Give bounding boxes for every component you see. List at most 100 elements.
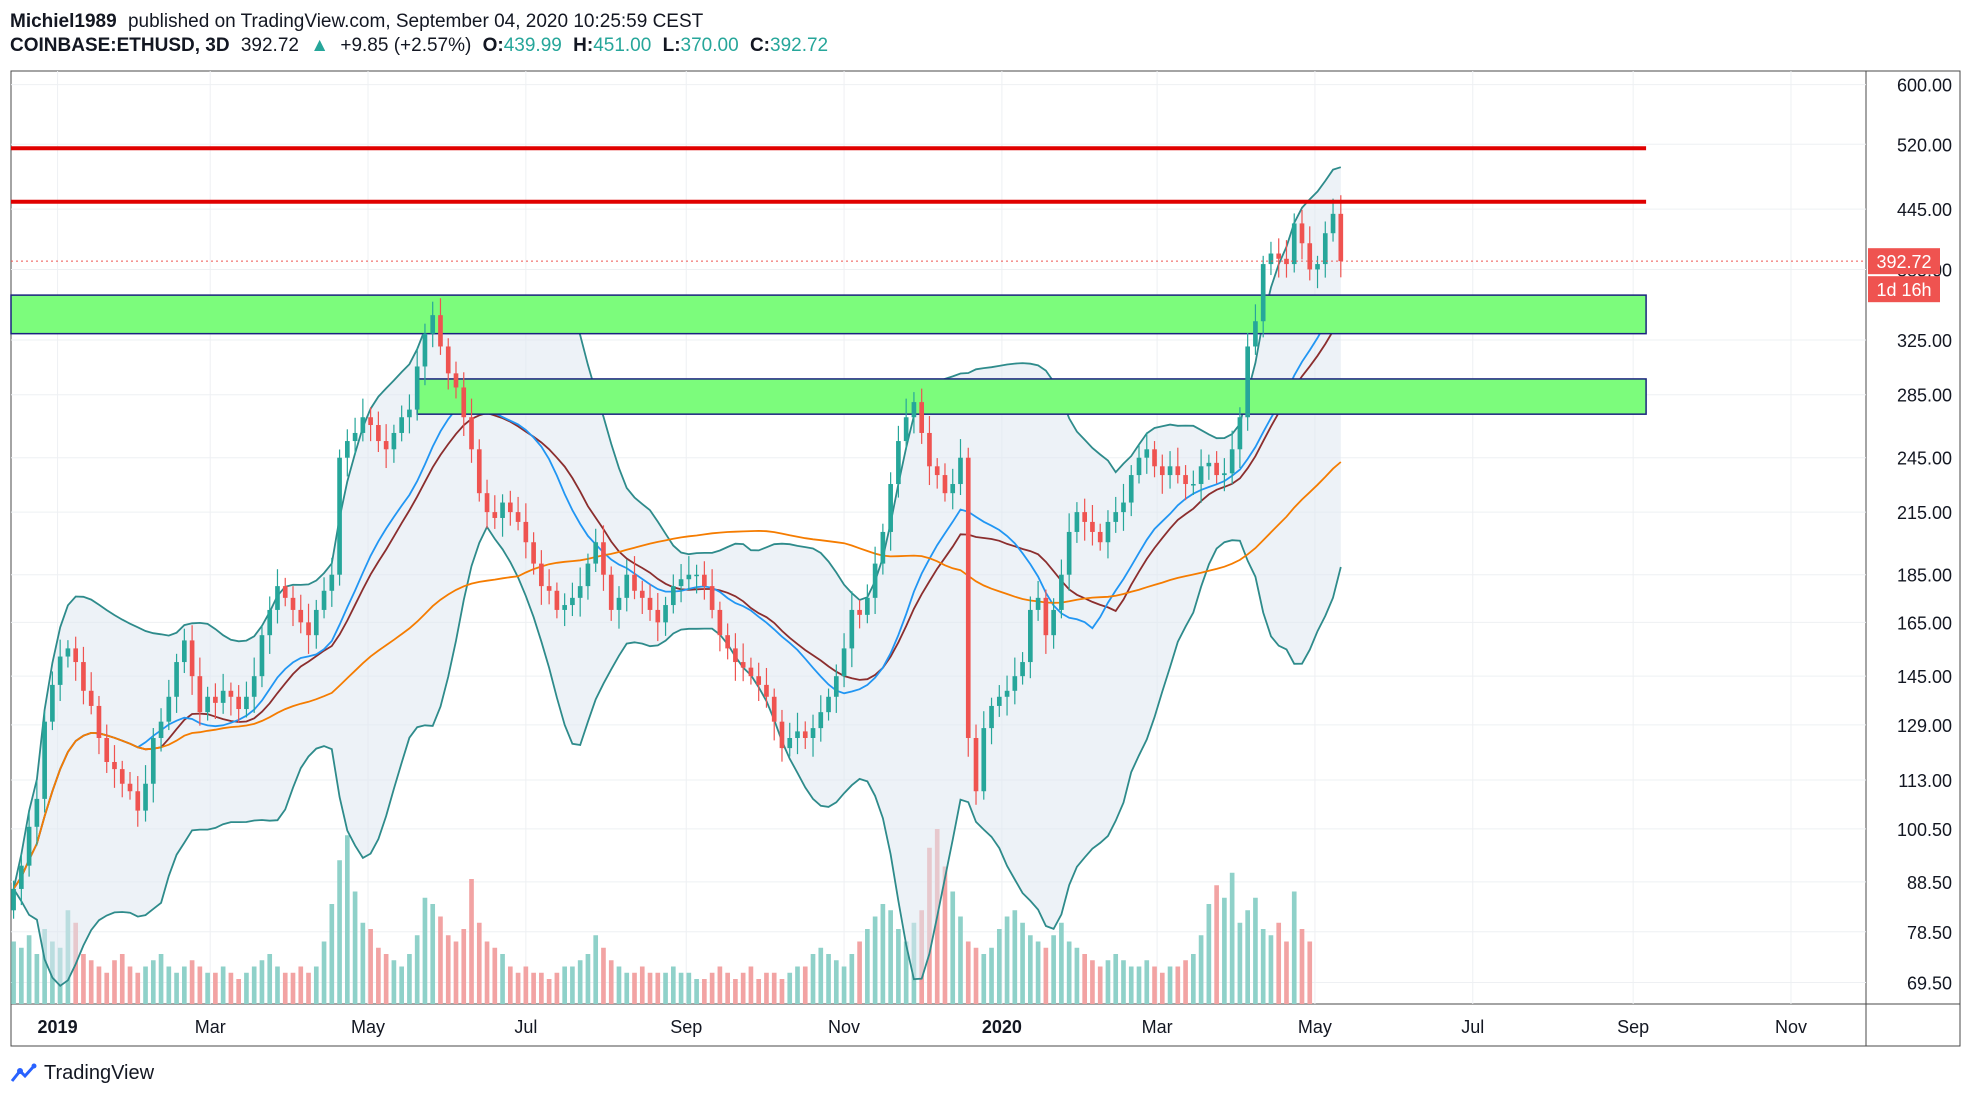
volume-bar <box>383 954 389 1004</box>
ma-50-line <box>12 298 1342 890</box>
candle-body <box>1276 253 1282 259</box>
candle-body <box>709 586 715 610</box>
volume-bar <box>1028 935 1033 1004</box>
candle-body <box>1183 475 1188 485</box>
volume-bar <box>996 929 1002 1004</box>
support-zone <box>416 378 1647 415</box>
candle-body <box>539 563 544 587</box>
volume-bar <box>523 966 529 1004</box>
candle-body <box>251 676 257 697</box>
candle-body <box>492 512 498 518</box>
volume-bar <box>865 929 870 1004</box>
volume-bar <box>205 972 210 1004</box>
volume-bar <box>1059 922 1064 1004</box>
candle-body <box>1237 417 1243 450</box>
candle-body <box>1066 531 1072 575</box>
volume-bar <box>989 947 994 1004</box>
volume-bar <box>1020 922 1025 1004</box>
volume-bar <box>1222 897 1227 1004</box>
volume-bar <box>950 891 956 1004</box>
volume-bars <box>11 829 1313 1004</box>
time-tick-label: Mar <box>195 1017 226 1037</box>
candle-body <box>942 475 948 494</box>
candle-body <box>911 402 917 418</box>
candle-body <box>445 346 451 374</box>
candle-body <box>1245 346 1250 418</box>
volume-bar <box>507 966 513 1004</box>
volume-bar <box>802 966 808 1004</box>
candle-body <box>841 648 847 677</box>
volume-bar <box>500 954 505 1004</box>
volume-bar <box>655 972 661 1004</box>
candle-body <box>189 640 195 677</box>
countdown-value: 1d 16h <box>1876 280 1931 300</box>
volume-bar <box>616 966 622 1004</box>
candle-body <box>321 590 327 610</box>
volume-bar <box>1144 960 1150 1004</box>
volume-bar <box>670 966 676 1004</box>
candle-body <box>748 667 754 677</box>
candle-body <box>562 605 567 610</box>
support-zones <box>10 294 1647 415</box>
candle-body <box>787 737 793 749</box>
candle-body <box>352 432 358 442</box>
low-value: 370.00 <box>680 35 739 56</box>
volume-bar <box>484 941 490 1004</box>
candle-body <box>577 586 583 598</box>
candle-body <box>1059 574 1064 610</box>
volume-bar <box>182 966 187 1004</box>
volume-bar <box>197 966 203 1004</box>
candle-body <box>694 574 699 577</box>
candle-body <box>213 696 218 703</box>
volume-bar <box>104 972 110 1004</box>
symbol-name[interactable]: COINBASE:ETHUSD, 3D <box>10 35 230 56</box>
volume-bar <box>1066 941 1072 1004</box>
price-tick-label: 88.50 <box>1907 873 1952 893</box>
candle-body <box>981 728 987 792</box>
time-tick-label: Jul <box>514 1017 537 1037</box>
candle-body <box>220 690 226 703</box>
candle-body <box>73 648 79 663</box>
volume-bar <box>577 960 583 1004</box>
chart-pane-border <box>10 70 1961 1047</box>
candle-body <box>810 728 816 738</box>
candle-body <box>96 705 102 738</box>
volume-bar <box>236 979 241 1004</box>
candle-body <box>546 586 552 591</box>
price-tick-label: 113.00 <box>1898 771 1952 791</box>
volume-bar <box>546 979 552 1004</box>
volume-bar <box>1214 885 1219 1004</box>
volume-bar <box>368 929 373 1004</box>
volume-bar <box>414 935 420 1004</box>
volume-bar <box>965 941 971 1004</box>
candle-body <box>1268 253 1274 265</box>
volume-bar <box>740 972 746 1004</box>
tradingview-logo-icon <box>10 1063 37 1082</box>
price-tick-label: 325.00 <box>1897 331 1952 351</box>
last-price-tag: 392.72 1d 16h <box>11 248 1940 303</box>
volume-bar <box>96 966 102 1004</box>
volume-bar <box>360 922 366 1004</box>
volume-bar <box>127 966 133 1004</box>
volume-bar <box>445 935 451 1004</box>
author-name[interactable]: Michiel1989 <box>10 11 117 32</box>
volume-bar <box>150 960 156 1004</box>
volume-bar <box>624 972 630 1004</box>
chart-header: Michiel1989 published on TradingView.com… <box>10 10 1960 58</box>
candle-body <box>1159 466 1165 476</box>
volume-bar <box>1012 910 1018 1004</box>
price-tick-label: 129.00 <box>1897 716 1952 736</box>
volume-bar <box>1260 929 1266 1004</box>
volume-bar <box>888 910 893 1004</box>
candle-body <box>927 432 932 467</box>
candle-body <box>764 684 769 697</box>
candle-body <box>26 826 32 866</box>
candle-body <box>1121 502 1126 513</box>
tradingview-brand[interactable]: TradingView <box>10 1062 154 1085</box>
candle-body <box>686 574 692 580</box>
volume-bar <box>228 972 234 1004</box>
bollinger-bands <box>12 166 1342 987</box>
volume-bar <box>345 835 350 1004</box>
volume-bar <box>1082 954 1088 1004</box>
